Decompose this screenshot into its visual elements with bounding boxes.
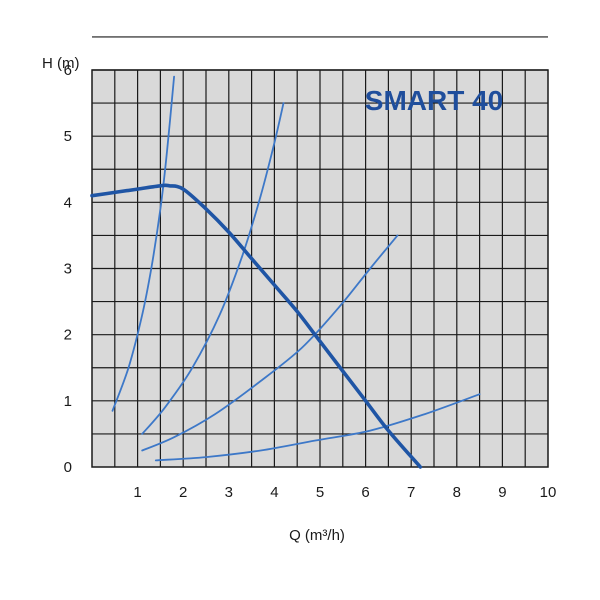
x-tick-label: 1 bbox=[133, 484, 141, 501]
plot-border bbox=[91, 69, 549, 468]
x-tick-label: 3 bbox=[225, 484, 233, 501]
y-tick-label: 3 bbox=[64, 261, 72, 278]
x-tick-label: 4 bbox=[270, 484, 278, 501]
x-tick-label: 10 bbox=[540, 484, 557, 501]
x-tick-label: 6 bbox=[361, 484, 369, 501]
y-tick-label: 4 bbox=[64, 194, 72, 211]
y-tick-label: 6 bbox=[64, 62, 72, 79]
series-group bbox=[90, 75, 481, 469]
system-curve-4 bbox=[154, 393, 481, 462]
x-tick-labels: 1 2 3 4 5 6 7 8 9 10 bbox=[133, 484, 556, 501]
y-tick-label: 0 bbox=[64, 459, 72, 476]
y-tick-label: 2 bbox=[64, 327, 72, 344]
y-tick-labels: 0 1 2 3 4 5 6 bbox=[64, 62, 72, 476]
x-tick-label: 2 bbox=[179, 484, 187, 501]
x-tick-label: 8 bbox=[453, 484, 461, 501]
chart-title: SMART 40 bbox=[365, 85, 503, 116]
y-tick-label: 5 bbox=[64, 128, 72, 145]
system-curve-2 bbox=[141, 102, 285, 435]
x-tick-label: 7 bbox=[407, 484, 415, 501]
grid-lines bbox=[92, 36, 548, 467]
x-axis-label: Q (m³/h) bbox=[289, 527, 345, 544]
system-curve-3 bbox=[141, 234, 399, 452]
y-tick-label: 1 bbox=[64, 393, 72, 410]
y-axis-label: H (m) bbox=[42, 55, 80, 72]
x-tick-label: 5 bbox=[316, 484, 324, 501]
pump-curve bbox=[90, 183, 423, 469]
system-curve-1 bbox=[111, 75, 175, 412]
x-tick-label: 9 bbox=[498, 484, 506, 501]
